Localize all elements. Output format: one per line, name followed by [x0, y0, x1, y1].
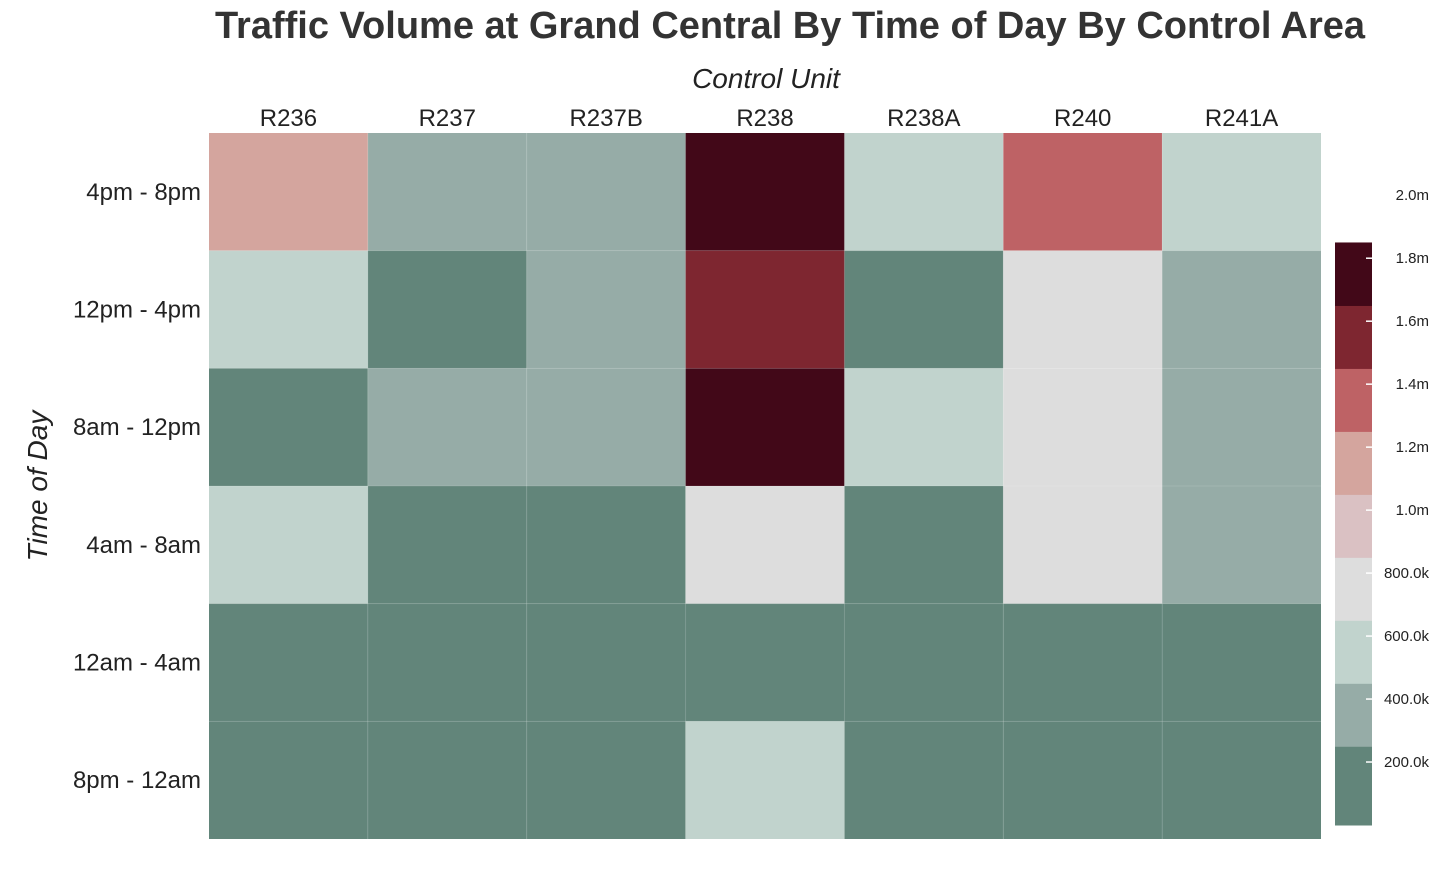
heatmap-cell-5-1 [367, 721, 527, 839]
x-tick-label: R236 [260, 105, 317, 132]
heatmap-cell-3-3 [685, 486, 845, 604]
colorbar-band [1335, 746, 1372, 826]
y-tick-label: 8am - 12pm [73, 414, 201, 441]
y-tick-label: 8pm - 12am [73, 767, 201, 794]
x-tick-label: R238A [887, 105, 960, 132]
heatmap-cell-2-2 [526, 368, 686, 486]
heatmap-cell-0-1 [367, 133, 527, 251]
heatmap-cell-3-2 [526, 486, 686, 604]
heatmap-cell-5-0 [209, 721, 368, 839]
colorbar-band [1335, 368, 1372, 432]
colorbar-tick-label: 600.0k [1384, 628, 1430, 645]
y-tick-label: 4am - 8am [86, 532, 201, 559]
colorbar-tick-label: 200.0k [1384, 754, 1430, 771]
colorbar-tick-label: 800.0k [1384, 565, 1430, 582]
heatmap-cell-1-6 [1162, 250, 1321, 369]
heatmap-cell-5-2 [526, 721, 686, 839]
heatmap-cell-2-5 [1003, 368, 1163, 486]
colorbar-band [1335, 242, 1372, 306]
heatmap-cell-5-6 [1162, 721, 1321, 839]
heatmap-cell-3-0 [209, 486, 368, 604]
heatmap-cell-4-0 [209, 603, 368, 722]
x-tick-label: R238 [736, 105, 793, 132]
heatmap-cell-3-4 [844, 486, 1004, 604]
colorbar-band [1335, 557, 1372, 621]
y-tick-label: 12pm - 4pm [73, 297, 201, 324]
heatmap-cell-0-4 [844, 133, 1004, 251]
colorbar-tick-label: 400.0k [1384, 691, 1430, 708]
heatmap-cell-5-4 [844, 721, 1004, 839]
heatmap-cell-0-3 [685, 133, 845, 251]
heatmap-cell-2-1 [367, 368, 527, 486]
colorbar-tick-label: 2.0m [1396, 187, 1429, 204]
heatmap-cell-2-3 [685, 368, 845, 486]
heatmap-cell-4-3 [685, 603, 845, 722]
y-axis-ticks: 4pm - 8pm 12pm - 4pm 8am - 12pm 4am - 8am 12… [73, 179, 201, 794]
colorbar-band [1335, 494, 1372, 558]
heatmap-cells [209, 133, 1321, 839]
heatmap-cell-0-5 [1003, 133, 1163, 251]
colorbar-band [1335, 683, 1372, 747]
colorbar-tick-label: 1.2m [1396, 439, 1429, 456]
heatmap-cell-3-5 [1003, 486, 1163, 604]
heatmap-cell-1-2 [526, 250, 686, 369]
x-tick-label: R237B [569, 105, 642, 132]
heatmap-cell-4-6 [1162, 603, 1321, 722]
x-tick-label: R237 [419, 105, 476, 132]
heatmap-cell-3-1 [367, 486, 527, 604]
heatmap-cell-2-6 [1162, 368, 1321, 486]
y-tick-label: 4pm - 8pm [86, 179, 201, 206]
heatmap-cell-1-4 [844, 250, 1004, 369]
colorbar-band [1335, 305, 1372, 369]
heatmap-cell-1-1 [367, 250, 527, 369]
heatmap-cell-1-0 [209, 250, 368, 369]
x-tick-label: R241A [1205, 105, 1278, 132]
y-axis-title: Time of Day [22, 409, 53, 562]
colorbar-tick-label: 1.0m [1396, 502, 1429, 519]
heatmap-cell-3-6 [1162, 486, 1321, 604]
heatmap-cell-0-0 [209, 133, 368, 251]
heatmap-cell-5-5 [1003, 721, 1163, 839]
colorbar-band [1335, 620, 1372, 684]
heatmap-cell-1-5 [1003, 250, 1163, 369]
x-axis-ticks: R236 R237 R237B R238 R238A R240 R241A [260, 105, 1279, 132]
x-tick-label: R240 [1054, 105, 1111, 132]
heatmap-cell-0-6 [1162, 133, 1321, 251]
colorbar-tick-label: 1.4m [1396, 376, 1429, 393]
heatmap-cell-4-2 [526, 603, 686, 722]
heatmap-cell-4-1 [367, 603, 527, 722]
heatmap-cell-4-5 [1003, 603, 1163, 722]
heatmap-cell-2-4 [844, 368, 1004, 486]
heatmap-cell-5-3 [685, 721, 845, 839]
chart-title: Traffic Volume at Grand Central By Time … [215, 5, 1366, 47]
heatmap-cell-0-2 [526, 133, 686, 251]
x-axis-title: Control Unit [692, 63, 841, 94]
colorbar-tick-label: 1.6m [1396, 313, 1429, 330]
colorbar-tick-label: 1.8m [1396, 250, 1429, 267]
heatmap-cell-1-3 [685, 250, 845, 369]
colorbar-band [1335, 431, 1372, 495]
colorbar: 200.0k 400.0k 600.0k 800.0k 1.0m 1.2m 1.4m 1.6m… [1335, 187, 1430, 826]
y-tick-label: 12am - 4am [73, 650, 201, 677]
heatmap-cell-2-0 [209, 368, 368, 486]
heatmap-cell-4-4 [844, 603, 1004, 722]
